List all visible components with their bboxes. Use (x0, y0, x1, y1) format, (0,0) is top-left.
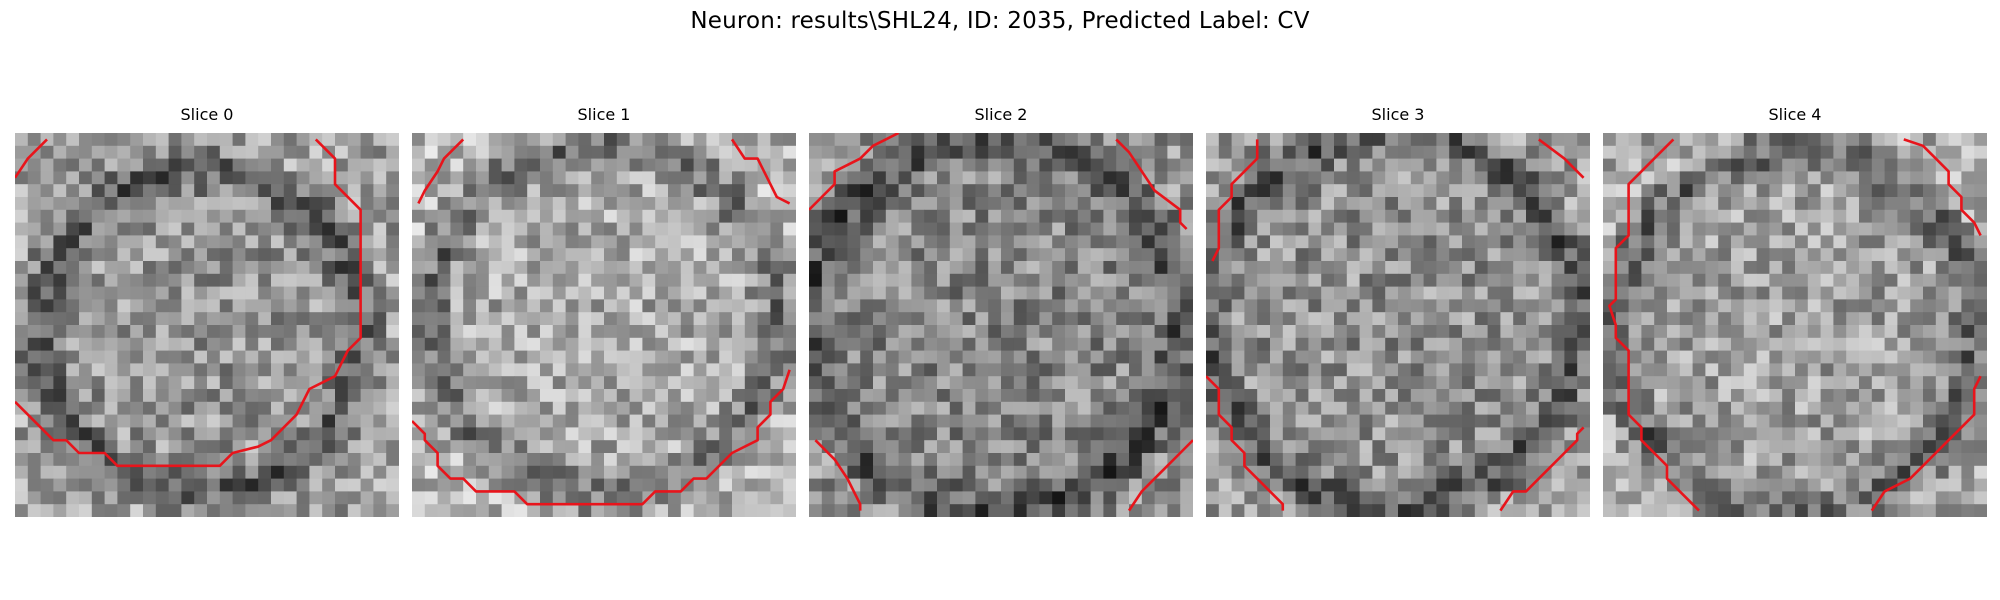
contour-line (809, 133, 900, 211)
slice-panel-3: Slice 3 (1206, 105, 1590, 517)
figure-title: Neuron: results\SHL24, ID: 2035, Predict… (690, 8, 1310, 34)
slice-title: Slice 2 (974, 105, 1028, 124)
contour-line (1608, 138, 1700, 512)
slice-title: Slice 0 (180, 105, 234, 124)
slice-image (15, 133, 399, 517)
slice-panel-0: Slice 0 (15, 105, 399, 517)
slice-image (1206, 133, 1590, 517)
slice-image (412, 133, 796, 517)
contour-line (1870, 375, 1982, 512)
slice-title: Slice 3 (1371, 105, 1425, 124)
slice-panel-4: Slice 4 (1603, 105, 1987, 517)
contour-line (1499, 426, 1585, 512)
slice-title: Slice 1 (577, 105, 631, 124)
contour-line (1115, 138, 1188, 230)
slice-panel-2: Slice 2 (809, 105, 1193, 517)
contour-line (417, 138, 465, 204)
contour-line (1903, 138, 1982, 236)
contour-line (1538, 138, 1585, 179)
slice-image (1603, 133, 1987, 517)
slice-title: Slice 4 (1768, 105, 1822, 124)
contour-line (15, 138, 48, 179)
contour-line (15, 138, 362, 468)
contour-line (1211, 139, 1259, 262)
contour-line (412, 369, 791, 506)
slice-panel-1: Slice 1 (412, 105, 796, 517)
contour-line (814, 439, 862, 511)
contour-line (1206, 375, 1285, 511)
contour-line (730, 138, 791, 205)
contour-line (1127, 439, 1193, 512)
slice-image (809, 133, 1193, 517)
